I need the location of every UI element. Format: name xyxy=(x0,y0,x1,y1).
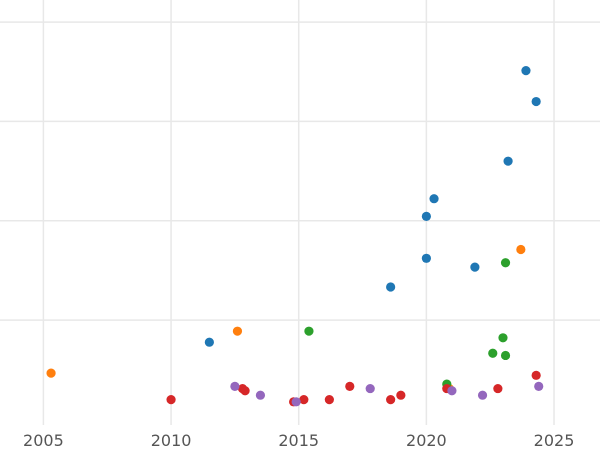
x-tick-label: 2010 xyxy=(151,431,192,450)
data-point-series-4-4 xyxy=(447,386,457,396)
x-axis-tick-labels: 2005 2010 2015 2020 2025 xyxy=(23,431,574,450)
data-point-series-0-6 xyxy=(503,156,513,166)
data-point-series-4-6 xyxy=(534,381,544,391)
data-point-series-4-0 xyxy=(230,381,240,391)
data-point-series-3-6 xyxy=(345,381,355,391)
data-point-series-3-11 xyxy=(531,370,541,380)
data-point-series-0-5 xyxy=(470,262,480,272)
data-point-series-0-4 xyxy=(429,194,439,204)
data-point-series-3-4 xyxy=(299,395,309,405)
data-point-series-4-3 xyxy=(365,383,375,394)
x-tick-label: 2020 xyxy=(406,431,447,450)
data-point-series-3-2 xyxy=(240,386,250,396)
data-point-series-1-0 xyxy=(46,368,56,378)
data-point-series-2-0 xyxy=(304,326,314,336)
x-tick-label: 2025 xyxy=(534,431,575,450)
data-points xyxy=(46,66,544,407)
data-point-series-3-5 xyxy=(324,395,334,405)
data-point-series-0-0 xyxy=(204,337,214,347)
data-point-series-0-8 xyxy=(531,96,541,107)
data-point-series-4-2 xyxy=(291,397,301,407)
data-point-series-2-2 xyxy=(488,348,498,358)
data-point-series-3-10 xyxy=(493,383,503,394)
grid xyxy=(0,0,600,425)
data-point-series-3-0 xyxy=(166,395,176,405)
data-point-series-0-3 xyxy=(421,211,431,221)
data-point-series-2-5 xyxy=(500,258,511,268)
data-point-series-4-1 xyxy=(255,390,266,400)
data-point-series-2-3 xyxy=(498,333,508,343)
data-point-series-3-8 xyxy=(396,390,406,400)
x-tick-label: 2005 xyxy=(23,431,64,450)
x-tick-label: 2015 xyxy=(278,431,319,450)
data-point-series-0-1 xyxy=(386,282,396,292)
data-point-series-3-7 xyxy=(386,395,396,405)
data-point-series-0-7 xyxy=(521,66,531,76)
data-point-series-1-1 xyxy=(232,326,243,336)
data-point-series-1-3 xyxy=(516,244,526,255)
data-point-series-2-4 xyxy=(500,350,511,361)
data-point-series-0-2 xyxy=(421,253,431,263)
data-point-series-4-5 xyxy=(477,390,488,400)
